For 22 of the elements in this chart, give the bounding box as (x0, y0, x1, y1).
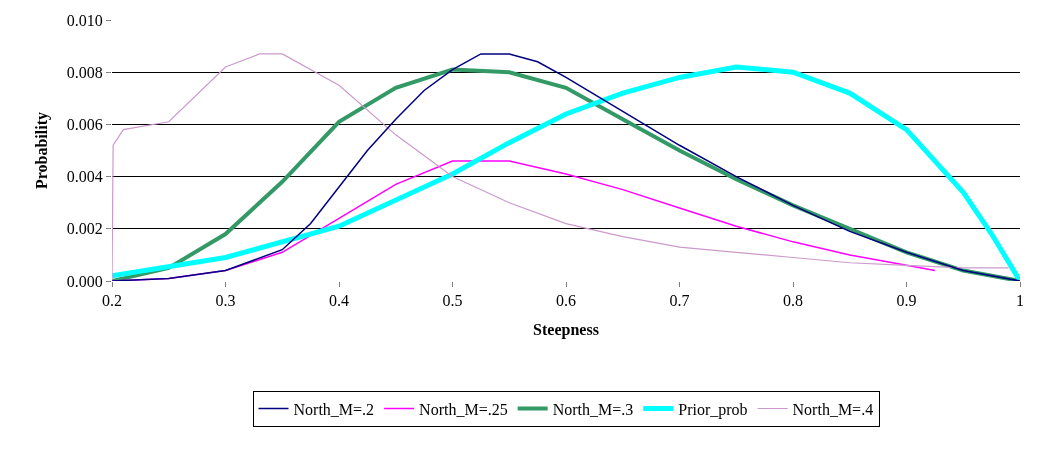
x-tick-label: 0.2 (102, 292, 122, 310)
x-tick-label: 0.3 (215, 292, 236, 310)
y-tick-label: 0.006 (66, 116, 103, 133)
legend-label: Prior_prob (678, 400, 748, 419)
legend-label: North_M=.2 (293, 400, 375, 418)
y-axis-title: Probability (32, 111, 51, 190)
legend-label: North_M=.25 (419, 400, 508, 418)
x-tick-label: 0.9 (896, 292, 917, 310)
y-tick-label: 0.004 (66, 168, 103, 186)
y-tick-label: 0.000 (66, 272, 103, 290)
y-tick-label: 0.002 (66, 220, 103, 238)
legend-label: North_M=.4 (792, 400, 874, 418)
x-tick-label: 0.6 (556, 292, 576, 310)
x-axis-title: Steepness (533, 320, 599, 339)
y-tick-label: 0.010 (66, 11, 103, 29)
y-tick-label: 0.008 (66, 63, 103, 81)
x-tick-label: 0.5 (442, 292, 463, 310)
x-tick-label: 1 (1016, 292, 1024, 310)
legend-label: North_M=.3 (552, 400, 634, 418)
x-tick-label: 0.7 (669, 292, 690, 310)
x-tick-label: 0.4 (329, 292, 349, 310)
x-tick-label: 0.8 (783, 292, 803, 310)
